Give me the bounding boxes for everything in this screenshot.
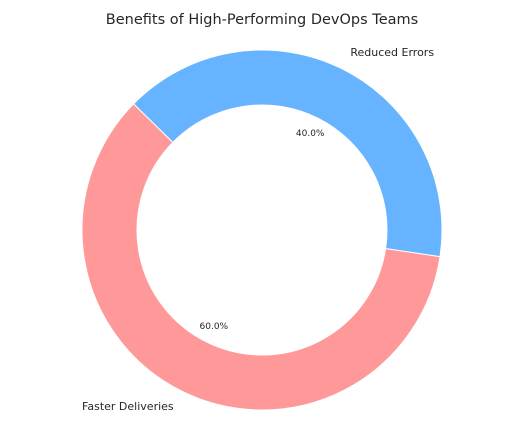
- donut-slice: [132, 49, 443, 258]
- slices-layer: [81, 49, 443, 411]
- labels-layer: Faster Deliveries 60.0% Reduced Errors 40.0…: [82, 46, 434, 413]
- donut-slice: [81, 103, 441, 411]
- slice-percent-label: 60.0%: [200, 322, 229, 332]
- chart-title: Benefits of High-Performing DevOps Teams: [106, 12, 418, 28]
- slice-label: Faster Deliveries: [82, 400, 174, 413]
- slice-label: Reduced Errors: [350, 46, 434, 59]
- slice-percent-label: 40.0%: [296, 129, 325, 139]
